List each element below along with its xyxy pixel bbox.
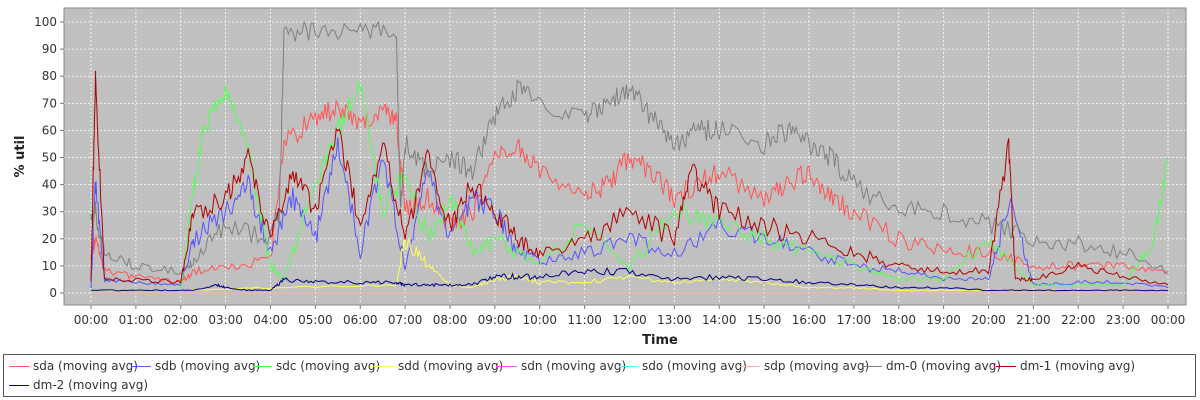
series-line-dm-1 (90, 70, 1169, 286)
legend-swatch (131, 365, 151, 367)
grid-lines (64, 8, 1186, 305)
y-axis-title: % util (13, 136, 28, 178)
legend-label: sda (moving avg) (33, 359, 138, 373)
legend-item: sdc (moving avg) (252, 358, 380, 374)
legend-label: dm-1 (moving avg) (1020, 359, 1136, 373)
series-lines (90, 20, 1169, 294)
x-tick-label: 21:00 (1016, 313, 1051, 327)
y-tick-label: 20 (42, 232, 57, 246)
legend-item: dm-1 (moving avg) (996, 358, 1135, 374)
x-tick-label: 08:00 (433, 313, 468, 327)
legend-label: dm-2 (moving avg) (33, 378, 149, 392)
x-tick-label: 18:00 (881, 313, 916, 327)
x-tick-label: 10:00 (522, 313, 557, 327)
x-tick-label: 00:00 (1151, 313, 1186, 327)
x-tick-label: 17:00 (837, 313, 872, 327)
legend-swatch (618, 365, 638, 367)
legend-label: sdp (moving avg) (764, 359, 870, 373)
x-tick-label: 01:00 (119, 313, 154, 327)
y-tick-labels: 0 10 20 30 40 50 60 70 80 90 100 (34, 15, 64, 300)
legend-item: sdb (moving avg) (131, 358, 260, 374)
x-tick-label: 23:00 (1106, 313, 1141, 327)
y-tick-label: 0 (49, 286, 57, 300)
x-tick-label: 14:00 (702, 313, 737, 327)
x-axis-title: Time (642, 333, 678, 348)
x-tick-label: 03:00 (208, 313, 243, 327)
legend-item: sdd (moving avg) (374, 358, 503, 374)
legend-item: sdn (moving avg) (497, 358, 626, 374)
y-tick-label: 70 (42, 96, 57, 110)
x-tick-label: 22:00 (1061, 313, 1096, 327)
legend-swatch (862, 365, 882, 367)
legend-swatch (252, 365, 272, 367)
y-tick-label: 30 (42, 205, 57, 219)
series-line-sdc (90, 80, 1169, 292)
x-tick-label: 20:00 (971, 313, 1006, 327)
legend-label: sdc (moving avg) (276, 359, 381, 373)
x-tick-label: 19:00 (926, 313, 961, 327)
series-line-dm-2 (91, 266, 1169, 292)
x-tick-label: 12:00 (612, 313, 647, 327)
legend-item: sdo (moving avg) (618, 358, 747, 374)
x-tick-label: 09:00 (478, 313, 513, 327)
legend-item: sda (moving avg) (9, 358, 138, 374)
legend-swatch (740, 365, 760, 367)
y-tick-label: 60 (42, 123, 57, 137)
series-line-sda (90, 99, 1169, 284)
series-line-sdd (91, 238, 1168, 292)
x-tick-label: 05:00 (298, 313, 333, 327)
x-tick-label: 04:00 (253, 313, 288, 327)
x-tick-label: 16:00 (792, 313, 827, 327)
legend-swatch (9, 365, 29, 367)
x-tick-label: 07:00 (388, 313, 423, 327)
legend-label: sdo (moving avg) (642, 359, 747, 373)
legend-label: sdb (moving avg) (155, 359, 261, 373)
x-tick-labels: 00:00 01:00 02:00 03:00 04:00 05:00 06:00 07:00… (74, 305, 1186, 327)
legend-item: dm-2 (moving avg) (9, 377, 148, 393)
series-line-dm-0 (90, 20, 1169, 275)
y-tick-label: 10 (42, 259, 57, 273)
legend-swatch (996, 365, 1016, 367)
legend-swatch (497, 365, 517, 367)
legend-swatch (9, 384, 29, 386)
legend-label: dm-0 (moving avg) (886, 359, 1002, 373)
x-tick-label: 13:00 (657, 313, 692, 327)
legend-label: sdn (moving avg) (521, 359, 627, 373)
x-tick-label: 00:00 (74, 313, 109, 327)
x-tick-label: 11:00 (567, 313, 602, 327)
y-tick-label: 90 (42, 42, 57, 56)
legend-item: dm-0 (moving avg) (862, 358, 1001, 374)
x-tick-label: 06:00 (343, 313, 378, 327)
legend-item: sdp (moving avg) (740, 358, 869, 374)
x-tick-label: 02:00 (163, 313, 198, 327)
y-tick-label: 40 (42, 178, 57, 192)
axes (63, 7, 1187, 306)
x-tick-label: 15:00 (747, 313, 782, 327)
y-tick-label: 80 (42, 69, 57, 83)
y-tick-label: 100 (34, 15, 57, 29)
legend-label: sdd (moving avg) (398, 359, 504, 373)
legend-swatch (374, 365, 394, 367)
legend: sda (moving avg) sdb (moving avg) sdc (mov… (3, 354, 1196, 397)
chart: 0 10 20 30 40 50 60 70 80 90 100 00:00 01:00 02:00 03… (13, 7, 1187, 348)
y-tick-label: 50 (42, 151, 57, 165)
plot-frame (63, 7, 1187, 306)
